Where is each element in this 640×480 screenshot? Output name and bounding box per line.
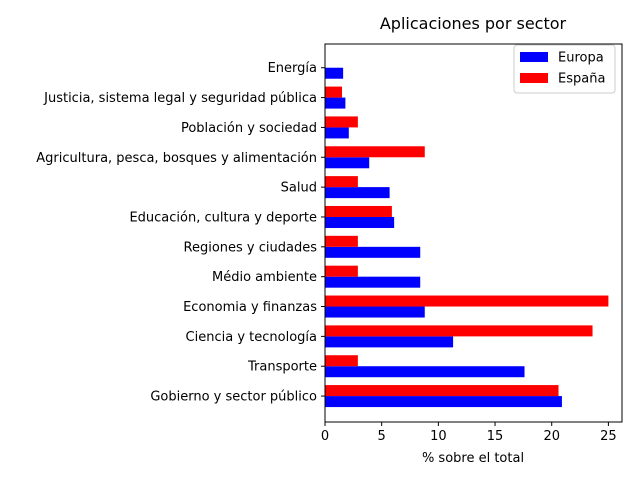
legend-label-europa: Europa bbox=[558, 51, 604, 66]
x-tick-label: 15 bbox=[487, 429, 504, 444]
bar-europa bbox=[325, 246, 421, 258]
y-tick-label: Energía bbox=[268, 61, 317, 76]
y-axis: Gobierno y sector público Transporte Cienc… bbox=[36, 61, 325, 405]
bar-espana bbox=[325, 235, 358, 247]
bar-espana bbox=[325, 325, 593, 337]
legend-label-espana: España bbox=[558, 72, 605, 87]
bar-europa bbox=[325, 157, 370, 169]
y-tick-label: Ciencia y tecnología bbox=[186, 330, 317, 345]
plot-area bbox=[325, 67, 609, 408]
x-tick-label: 5 bbox=[378, 429, 386, 444]
x-tick-label: 25 bbox=[600, 429, 617, 444]
y-tick-label: Salud bbox=[281, 181, 317, 196]
x-axis: 0 5 10 15 20 25 bbox=[321, 422, 617, 444]
x-axis-label: % sobre el total bbox=[422, 451, 524, 466]
plot-frame bbox=[324, 43, 623, 423]
y-tick-label: Transporte bbox=[247, 360, 317, 375]
x-tick-label: 0 bbox=[321, 429, 329, 444]
y-tick-label: Educación, cultura y deporte bbox=[129, 210, 317, 225]
bar-europa bbox=[325, 187, 390, 199]
y-tick-label: Regiones y ciudades bbox=[184, 240, 318, 255]
bar-espana bbox=[325, 385, 559, 397]
y-tick-label: Población y sociedad bbox=[181, 121, 317, 136]
bar-europa bbox=[325, 366, 525, 378]
bar-espana bbox=[325, 295, 609, 307]
x-tick-label: 20 bbox=[543, 429, 560, 444]
bar-espana bbox=[325, 205, 392, 217]
y-tick-label: Agricultura, pesca, bosques y alimentaci… bbox=[36, 151, 317, 166]
legend: Europa España bbox=[513, 44, 616, 94]
y-tick-label: Gobierno y sector público bbox=[150, 390, 317, 405]
bar-espana bbox=[325, 146, 425, 158]
y-tick-label: Economia y finanzas bbox=[183, 300, 317, 315]
x-tick-label: 10 bbox=[430, 429, 447, 444]
bar-espana bbox=[325, 116, 358, 128]
bar-europa bbox=[325, 306, 425, 318]
bar-europa bbox=[325, 67, 344, 79]
bar-espana bbox=[325, 176, 358, 188]
bar-espana bbox=[325, 355, 358, 367]
bar-europa bbox=[325, 336, 454, 348]
bar-espana bbox=[325, 265, 358, 277]
bar-espana bbox=[325, 86, 343, 98]
bar-europa bbox=[325, 216, 395, 228]
bar-europa bbox=[325, 396, 562, 408]
legend-swatch-europa bbox=[520, 52, 548, 62]
bar-europa bbox=[325, 127, 349, 139]
y-tick-label: Médio ambiente bbox=[212, 270, 317, 285]
chart-title: Aplicaciones por sector bbox=[380, 14, 567, 33]
bar-europa bbox=[325, 276, 421, 288]
bar-europa bbox=[325, 97, 346, 109]
y-tick-label: Justicia, sistema legal y seguridad públ… bbox=[43, 91, 317, 106]
legend-swatch-espana bbox=[520, 73, 548, 83]
